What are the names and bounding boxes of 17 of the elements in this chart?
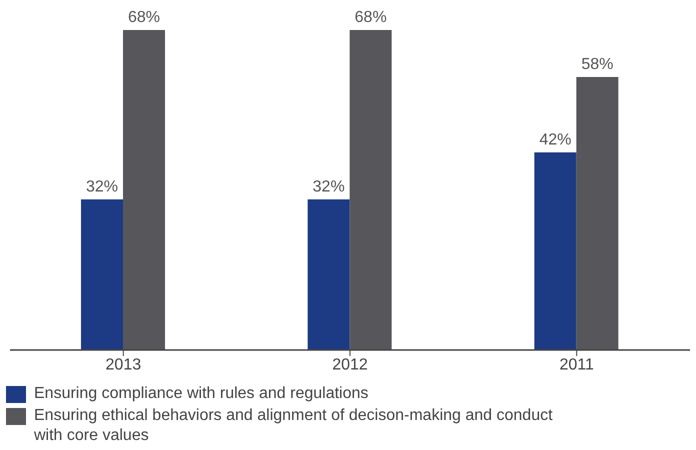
- data-label: 68%: [354, 9, 387, 26]
- bar: [534, 152, 576, 350]
- x-tick-label: 2013: [106, 356, 142, 374]
- data-label: 32%: [86, 178, 118, 196]
- legend-label: Ensuring compliance with rules and regulations: [34, 384, 368, 404]
- data-label: 42%: [539, 131, 572, 148]
- x-tick-label: 2011: [559, 356, 594, 374]
- bar: [308, 199, 350, 350]
- legend-label: Ensuring ethical behaviors and alignment of decison-making and conduct with core values: [34, 406, 554, 446]
- bar: [576, 77, 618, 350]
- x-tick-label: 2012: [332, 356, 368, 374]
- bar: [123, 30, 165, 350]
- data-label: 58%: [581, 56, 614, 74]
- data-label: 32%: [312, 178, 345, 196]
- bar: [350, 30, 392, 350]
- data-label: 68%: [128, 9, 160, 26]
- bar: [81, 199, 123, 350]
